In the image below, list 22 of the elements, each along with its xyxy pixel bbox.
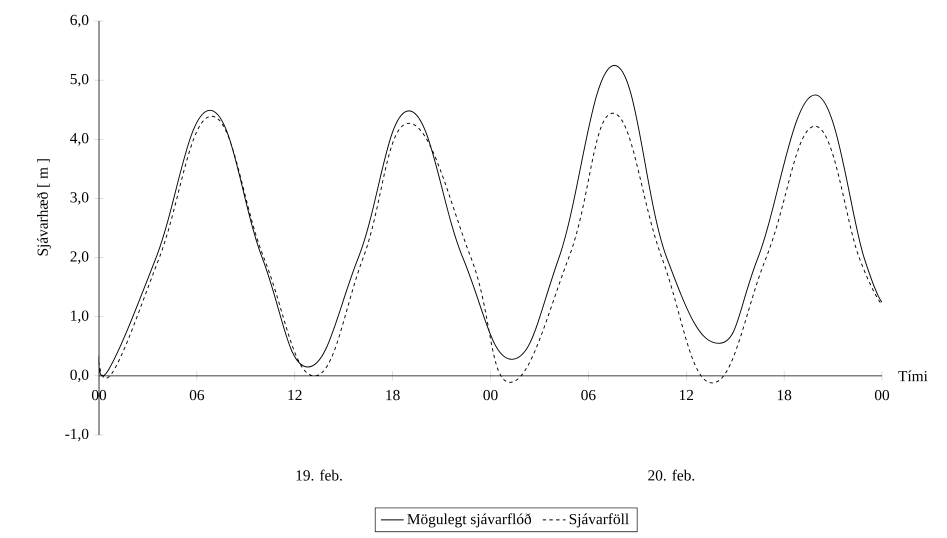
y-tick-label: 2,0 — [70, 251, 88, 264]
text: 20. feb. — [648, 470, 694, 481]
y-tick-label: 6,0 — [70, 14, 88, 28]
x-tick-label: 06 — [190, 390, 204, 400]
y-tick-label: 3,0 — [70, 192, 88, 205]
x-tick-label: 18 — [778, 390, 792, 400]
x-tick-label: 00 — [874, 390, 890, 400]
y-axis-title: Sjávarhæð [ m ] — [36, 159, 51, 256]
x-tick-label: 12 — [680, 390, 694, 400]
y-tick-label: 5,0 — [70, 74, 88, 86]
x-axis-title: Tími — [898, 370, 928, 382]
y-tick-label: 0,0 — [70, 370, 88, 382]
x-tick-label: 00 — [483, 390, 498, 400]
legend-label: Mögulegt sjávarflóð — [407, 513, 532, 528]
x-tick-label: 18 — [386, 390, 400, 400]
y-tick-label: 1,0 — [71, 310, 88, 323]
x-tick-label: 12 — [288, 390, 302, 400]
legend-label: Sjávarföll — [570, 513, 629, 528]
y-tick-label: 4,0 — [70, 133, 88, 146]
x-tick-label: 06 — [581, 390, 596, 400]
text: 19. feb. — [296, 470, 342, 481]
y-tick-label: -1,0 — [65, 428, 88, 442]
